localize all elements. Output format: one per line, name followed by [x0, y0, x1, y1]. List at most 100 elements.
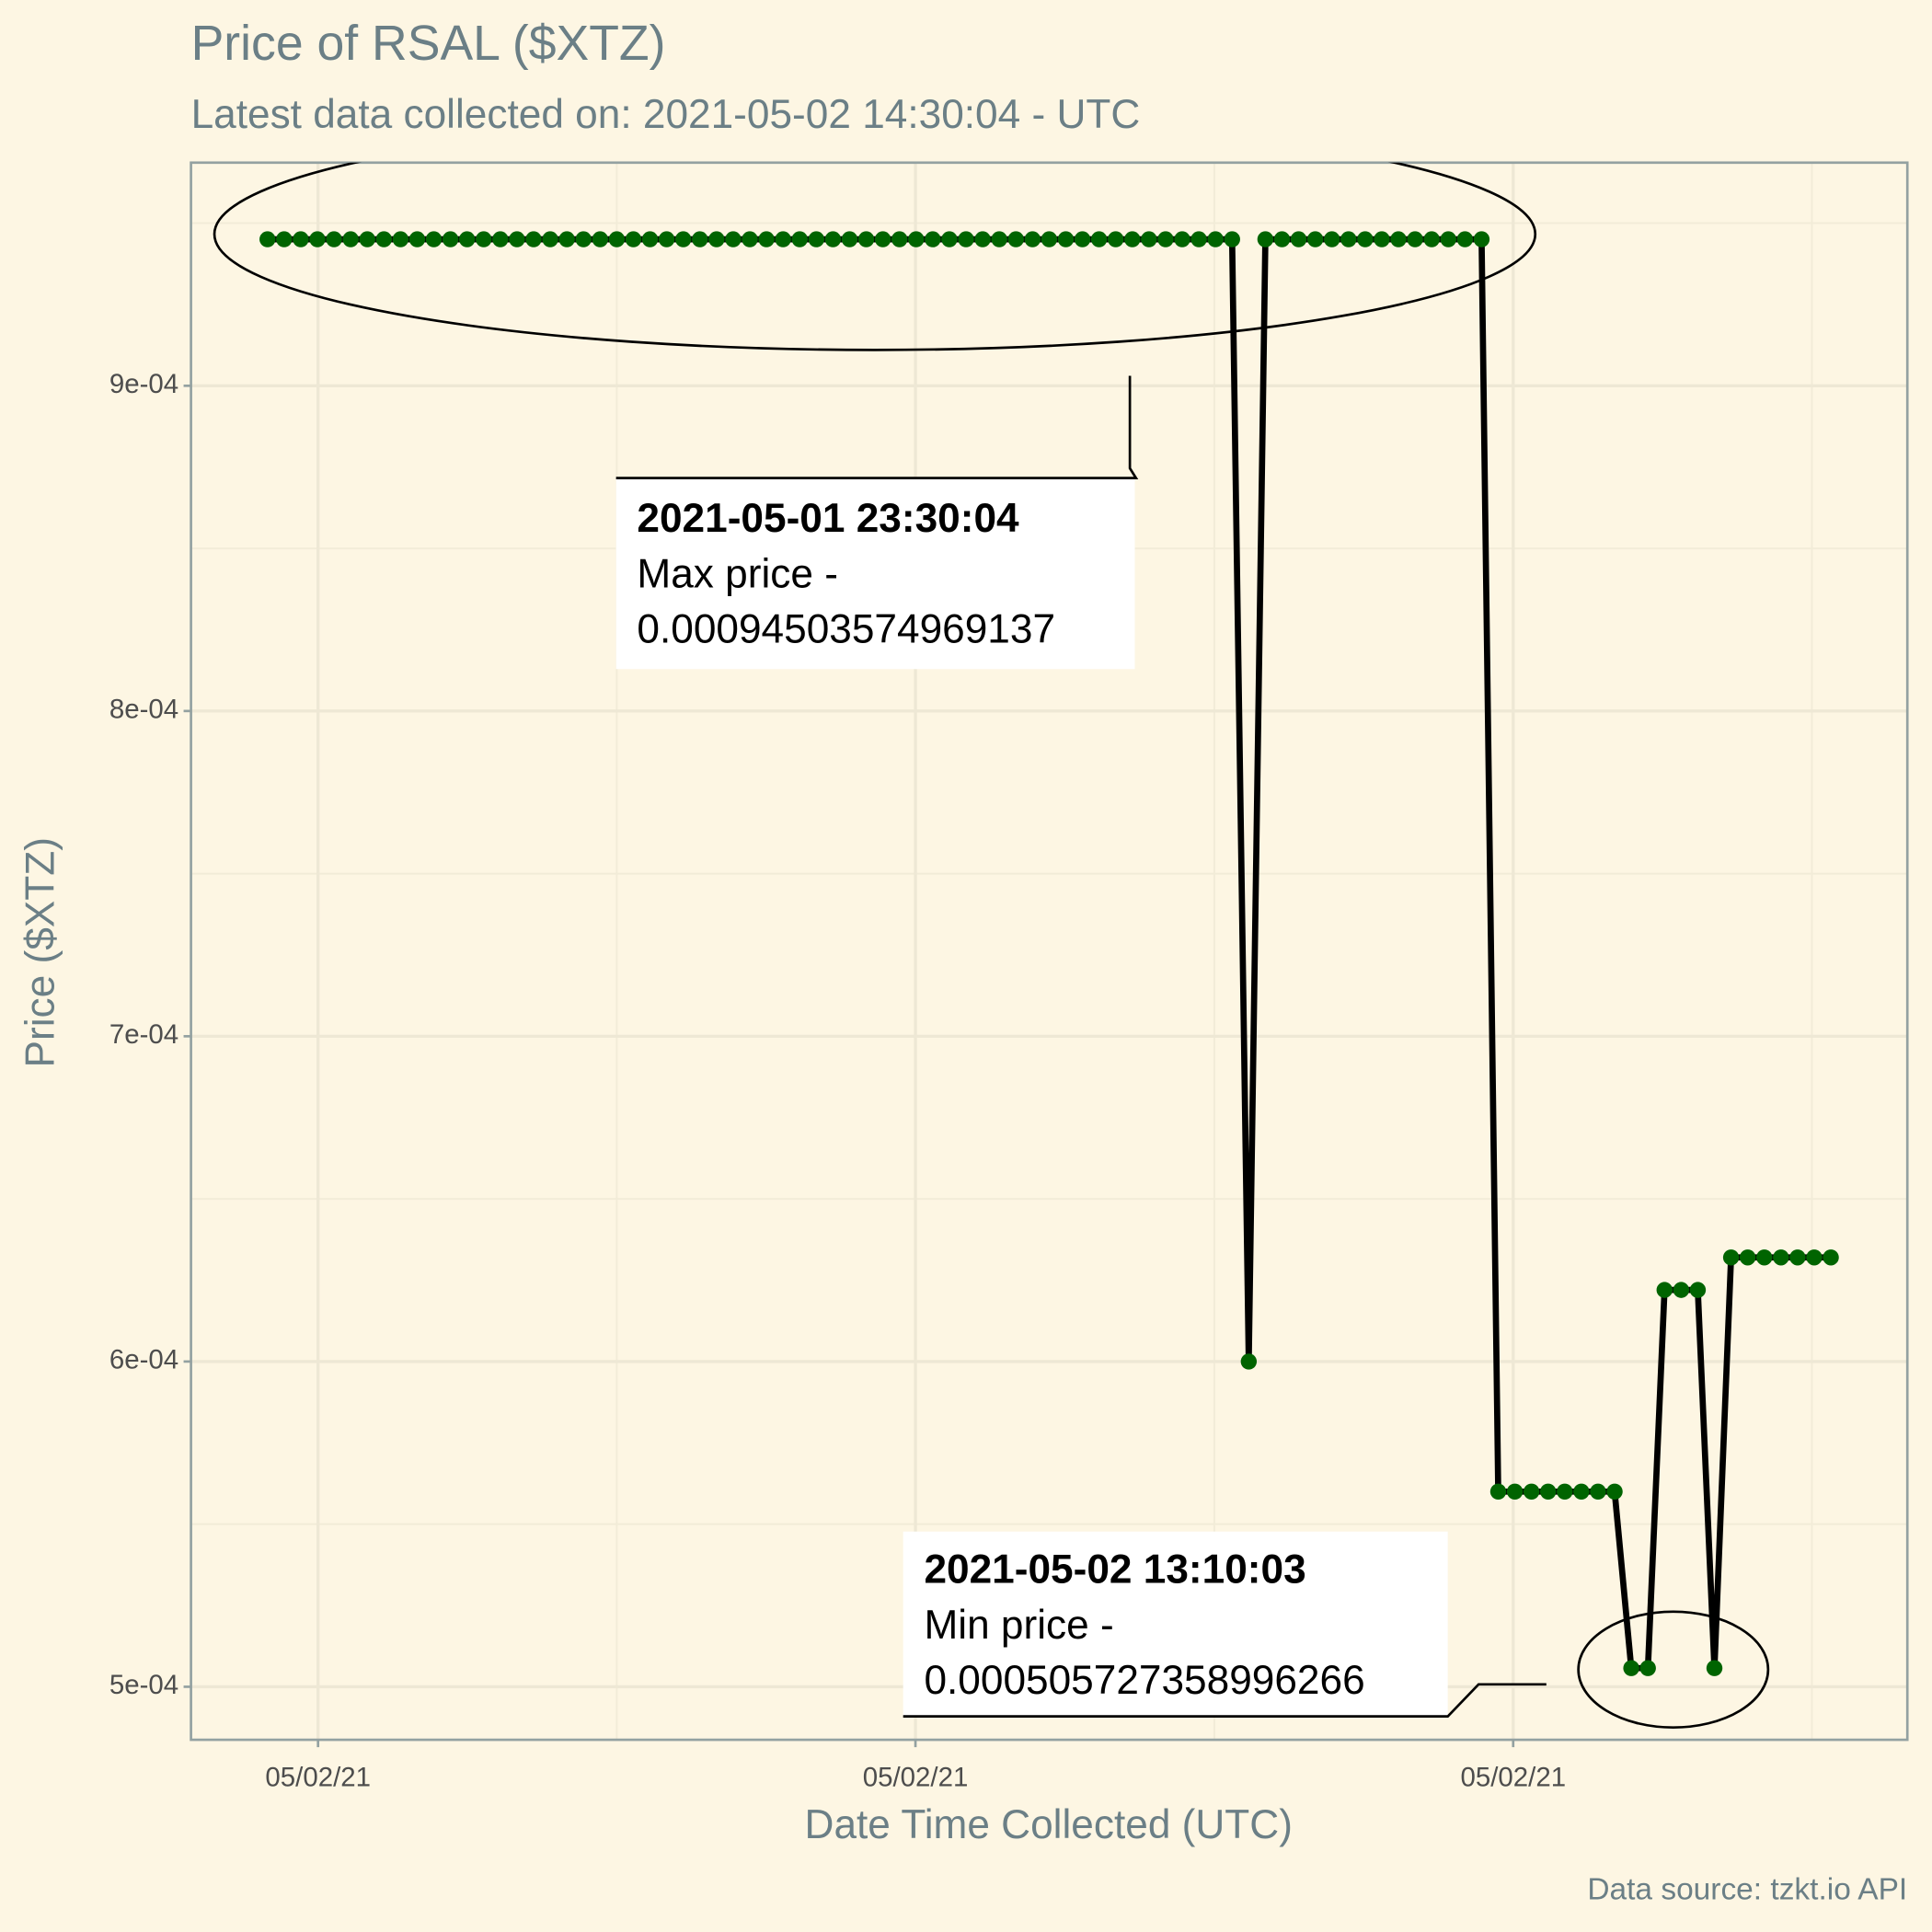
y-axis-label: Price ($XTZ): [18, 837, 63, 1067]
min-label-box: [903, 1531, 1448, 1717]
price-point: [742, 231, 758, 247]
price-point: [509, 231, 525, 247]
price-point: [708, 231, 725, 247]
price-point: [326, 231, 342, 247]
price-point: [1473, 231, 1490, 247]
price-point: [991, 231, 1007, 247]
price-point: [1773, 1249, 1789, 1266]
price-point: [1623, 1660, 1639, 1676]
max-connector: [615, 375, 1139, 479]
price-point: [1656, 1282, 1673, 1298]
price-point: [824, 231, 842, 247]
price-point: [1423, 231, 1440, 247]
price-point: [725, 231, 742, 247]
max-label: Max price -: [637, 551, 838, 596]
price-point: [1506, 1483, 1524, 1501]
price-point: [1207, 231, 1224, 247]
price-point: [408, 231, 426, 247]
y-tick-label: 7e-04: [109, 1019, 178, 1050]
price-point: [558, 231, 575, 247]
x-tick-label: 05/02/21: [863, 1763, 969, 1793]
price-point: [674, 231, 692, 247]
price-point: [1689, 1282, 1707, 1298]
price-point: [1357, 231, 1374, 247]
max-highlight: [213, 162, 1536, 351]
price-point: [342, 231, 359, 247]
price-point: [1390, 231, 1407, 247]
price-point: [1007, 231, 1024, 247]
caption: Data source: tzkt.io API: [1587, 1873, 1907, 1907]
price-point: [925, 231, 941, 247]
y-tick-label: 6e-04: [109, 1345, 178, 1375]
price-point: [1489, 1483, 1507, 1501]
price-point: [1523, 1483, 1540, 1501]
price-point: [1024, 231, 1041, 247]
price-point: [1823, 1249, 1839, 1266]
price-point: [1606, 1483, 1623, 1501]
plot-area: [259, 231, 1839, 1676]
price-point: [259, 231, 276, 247]
y-tick-label: 5e-04: [109, 1670, 178, 1700]
min-connector: [903, 1683, 1547, 1718]
price-point: [692, 231, 708, 247]
price-point: [908, 231, 925, 247]
price-point: [1756, 1249, 1773, 1266]
price-point: [1108, 231, 1124, 247]
price-point: [808, 231, 825, 247]
grid: [190, 162, 1908, 1741]
y-tick-label: 9e-04: [109, 369, 178, 399]
panel-border: [190, 161, 1909, 1742]
chart-subtitle: Latest data collected on: 2021-05-02 14:…: [191, 92, 1141, 137]
price-point: [1190, 231, 1207, 247]
price-point: [941, 231, 958, 247]
price-point: [1557, 1483, 1573, 1501]
price-point: [575, 231, 592, 247]
price-point: [1639, 1660, 1656, 1676]
price-point: [1573, 1483, 1590, 1501]
price-point: [1174, 231, 1190, 247]
price-point: [1074, 231, 1091, 247]
max-date: 2021-05-01 23:30:04: [637, 496, 1019, 541]
price-point: [758, 231, 775, 247]
price-point: [1340, 231, 1357, 247]
price-point: [458, 231, 476, 247]
min-value: 0.000505727358996266: [924, 1658, 1364, 1703]
price-point: [1789, 1249, 1806, 1266]
price-point: [1141, 231, 1157, 247]
price-point: [1057, 231, 1075, 247]
price-point: [525, 231, 542, 247]
price-point: [1673, 1282, 1690, 1298]
price-point: [1224, 231, 1240, 247]
price-point: [658, 231, 675, 247]
price-point: [1374, 231, 1390, 247]
max-value: 0.00094503574969137: [637, 607, 1055, 652]
price-point: [625, 231, 642, 247]
price-point: [425, 231, 443, 247]
price-point: [1157, 231, 1174, 247]
price-point: [874, 231, 891, 247]
min-label: Min price -: [924, 1603, 1113, 1648]
price-point: [791, 231, 808, 247]
price-point: [608, 231, 626, 247]
price-point: [392, 231, 409, 247]
price-point: [375, 231, 392, 247]
price-point: [592, 231, 609, 247]
price-point: [1306, 231, 1324, 247]
price-point: [309, 231, 326, 247]
max-label-box: [615, 477, 1135, 670]
x-axis-label: Date Time Collected (UTC): [805, 1802, 1293, 1847]
price-point: [857, 231, 875, 247]
price-point: [1407, 231, 1423, 247]
chart-title: Price of RSAL ($XTZ): [191, 17, 666, 71]
price-point: [1722, 1249, 1740, 1266]
price-point: [958, 231, 974, 247]
price-point: [293, 231, 309, 247]
price-point: [1257, 231, 1274, 247]
price-point: [1290, 231, 1307, 247]
x-tick-label: 05/02/21: [265, 1763, 371, 1793]
price-point: [359, 231, 375, 247]
price-point: [1739, 1249, 1756, 1266]
price-point: [492, 231, 509, 247]
y-tick-label: 8e-04: [109, 695, 178, 725]
